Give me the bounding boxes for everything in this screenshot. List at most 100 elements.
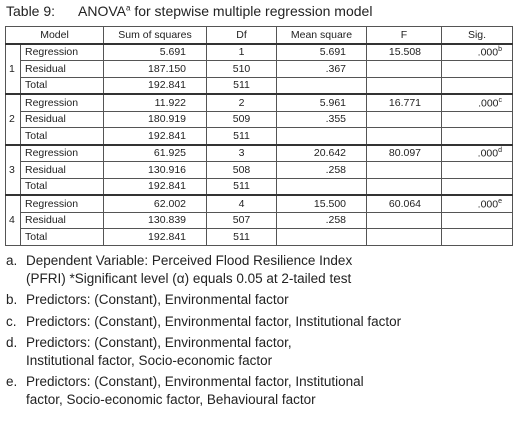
sig-note: e [498, 197, 503, 205]
table-row: Residual 187.150 510.367 [6, 60, 514, 78]
footnote-letter: a. [6, 253, 18, 268]
cell-df: 511 [206, 228, 278, 246]
cell-f: 60.064 [366, 194, 443, 213]
footnote-text: Predictors: (Constant), Environmental fa… [26, 334, 292, 369]
cell-f [366, 177, 443, 196]
footnote-text: Predictors: (Constant), Environmental fa… [26, 373, 364, 408]
sig-note: c [498, 96, 503, 104]
table-row: Total 192.841 511 [6, 228, 514, 246]
model-number: 3 [5, 143, 21, 196]
footnote: c. Predictors: (Constant), Environmental … [6, 313, 401, 331]
cell-ms: 5.691 [276, 42, 368, 61]
cell-df: 1 [206, 42, 278, 61]
footnote-line: Predictors: (Constant), Environmental fa… [26, 292, 289, 307]
footnote-line: Predictors: (Constant), Environmental fa… [26, 374, 364, 389]
cell-df: 511 [206, 177, 278, 196]
table-row: Residual 130.916 508.258 [6, 161, 514, 179]
title-rest: for stepwise multiple regression model [130, 3, 373, 19]
header-cell: Mean square [276, 26, 368, 44]
cell-f: 16.771 [366, 93, 443, 112]
cell-df: 510 [206, 60, 278, 78]
table-row: Residual 180.919 509.355 [6, 110, 514, 128]
footnote-line: Predictors: (Constant), Environmental fa… [26, 335, 292, 350]
table-title: Table 9: ANOVAa for stepwise multiple reg… [6, 3, 372, 19]
cell-ms: 20.642 [276, 143, 368, 162]
row-label: Regression [19, 143, 105, 162]
row-label: Total [19, 76, 105, 95]
footnote-letter: e. [6, 374, 18, 389]
row-label: Total [19, 177, 105, 196]
cell-sig: .000b [441, 42, 514, 61]
cell-ms: 15.500 [276, 194, 368, 213]
cell-ss: 180.919 [103, 110, 208, 128]
row-label: Regression [19, 93, 105, 112]
header-cell: Sum of squares [103, 26, 208, 44]
footnote-letter: b. [6, 292, 18, 307]
cell-df: 511 [206, 76, 278, 95]
cell-f [366, 127, 443, 145]
table-row: Total 192.841 511 [6, 177, 514, 196]
cell-sig [441, 60, 514, 78]
sig-note: b [498, 46, 503, 53]
model-number: 2 [5, 93, 21, 145]
cell-ss: 130.916 [103, 161, 208, 179]
footnote-text: Predictors: (Constant), Environmental fa… [26, 291, 289, 309]
title-sup: a [125, 3, 131, 13]
footnote-letter: d. [6, 335, 18, 350]
row-label: Regression [19, 194, 105, 213]
cell-sig [441, 76, 514, 95]
cell-sig [441, 177, 514, 196]
footnote-line: (PFRI) *Significant level (α) equals 0.0… [26, 270, 352, 286]
cell-sig: .000c [441, 93, 514, 112]
cell-ms [276, 228, 368, 246]
header-cell: Df [206, 26, 278, 44]
cell-ms: .367 [276, 60, 368, 78]
header-cell: F [366, 26, 443, 44]
cell-f: 15.508 [366, 42, 443, 61]
footnote-line: Dependent Variable: Perceived Flood Resi… [26, 253, 353, 268]
cell-df: 511 [206, 127, 278, 145]
row-label: Residual [19, 110, 105, 128]
table-row: 1 Regression 5.691 1 5.691 15.508.000b [5, 42, 514, 95]
cell-ss: 192.841 [103, 76, 208, 95]
footnote-line: Institutional factor, Socio-economic fac… [26, 352, 273, 368]
cell-sig [441, 127, 514, 145]
row-label: Residual [19, 60, 105, 78]
cell-sig [441, 161, 514, 179]
table-row: Total 192.841 511 [6, 127, 514, 145]
header-cell: Model [4, 26, 105, 44]
cell-df: 507 [206, 211, 278, 229]
cell-ms: .258 [276, 211, 368, 229]
footnote-line: Predictors: (Constant), Environmental fa… [26, 313, 402, 329]
cell-ss: 192.841 [103, 228, 208, 246]
title-label: Table 9: [6, 3, 56, 19]
row-label: Residual [19, 161, 105, 179]
cell-f [366, 76, 443, 95]
cell-ms: .355 [276, 110, 368, 128]
cell-f [366, 228, 443, 246]
footnote-line: factor, Socio-economic factor, Behaviour… [26, 391, 316, 407]
footnote: a. Dependent Variable: Perceived Flood Re… [6, 252, 401, 287]
cell-df: 4 [206, 194, 278, 213]
cell-ss: 192.841 [103, 127, 208, 145]
row-label: Total [19, 127, 105, 145]
footnote: d. Predictors: (Constant), Environmental … [6, 334, 401, 369]
footnote-text: Predictors: (Constant), Environmental fa… [26, 313, 401, 331]
cell-ss: 61.925 [103, 143, 208, 162]
table-row: 2 Regression 11.922 2 5.961 16.771.000c [5, 93, 514, 145]
cell-f [366, 60, 443, 78]
cell-ss: 187.150 [103, 60, 208, 78]
table-row: Residual 130.839 507.258 [6, 211, 514, 229]
sig-note: d [498, 147, 503, 154]
cell-sig [441, 228, 514, 246]
footnote: b. Predictors: (Constant), Environmental … [6, 291, 401, 309]
cell-sig [441, 110, 514, 128]
cell-ms: 5.961 [276, 93, 368, 112]
table-row: 4 Regression 62.002 4 15.500 60.064.000e [5, 194, 514, 246]
cell-df: 2 [206, 93, 278, 112]
cell-sig: .000e [441, 194, 514, 213]
cell-f [366, 110, 443, 128]
cell-ss: 5.691 [103, 42, 208, 61]
